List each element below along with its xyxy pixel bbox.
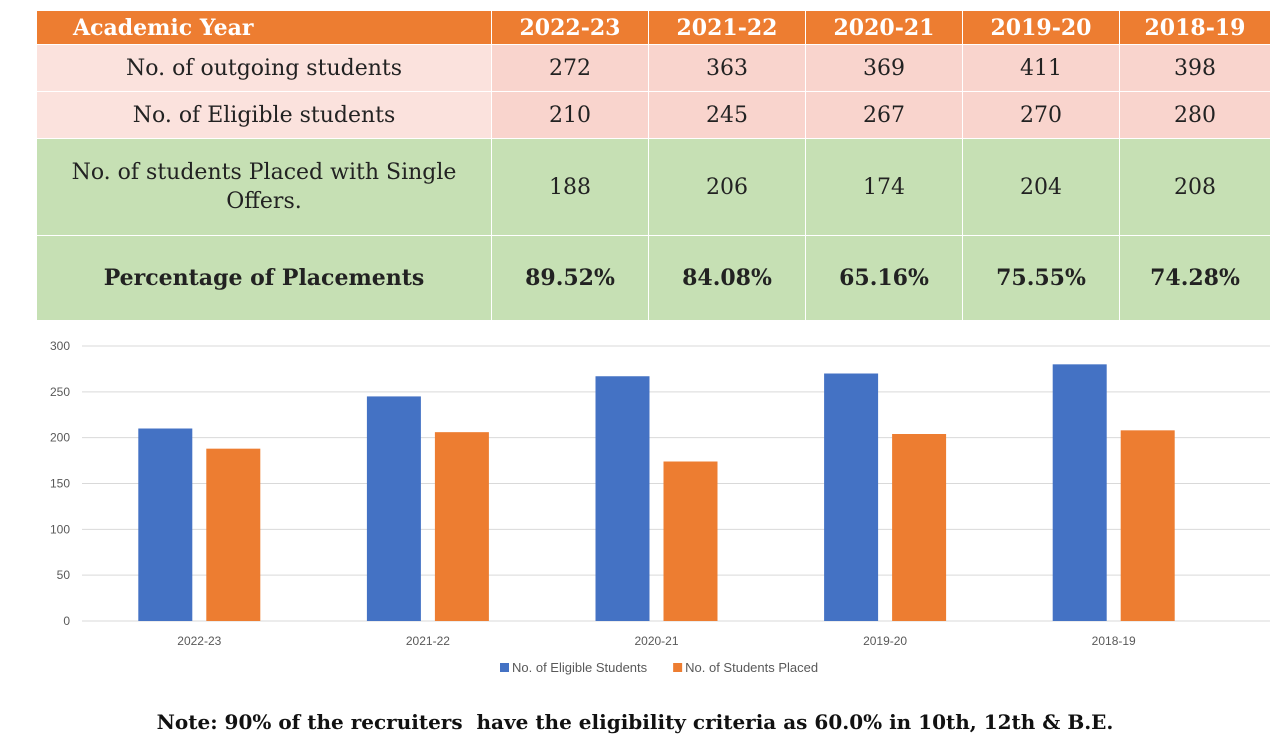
table-cell: 272 [491, 44, 649, 92]
bar-placed [892, 434, 947, 621]
row-label: No. of outgoing students [36, 44, 492, 92]
table-cell: 398 [1119, 44, 1270, 92]
bar-chart: 0 50 100 150 200 250 300 2022-23 2021-22 2020-21 2… [50, 339, 1270, 675]
legend-swatch [673, 663, 683, 672]
table-cell: 89.52% [491, 235, 649, 321]
x-tick-label: 2020-21 [634, 634, 678, 648]
legend-label: No. of Students Placed [685, 660, 818, 675]
table-cell: 210 [491, 91, 649, 139]
table-header-row: Academic Year 2022-23 2021-22 2020-21 20… [36, 10, 1270, 45]
y-tick-label: 100 [50, 522, 70, 536]
legend-swatch [500, 663, 509, 672]
header-year: 2019-20 [962, 10, 1120, 45]
x-tick-label: 2018-19 [1092, 634, 1136, 648]
row-label: Percentage of Placements [36, 235, 492, 321]
table-cell: 267 [805, 91, 963, 139]
bar-placed [1120, 430, 1175, 621]
x-tick-label: 2022-23 [177, 634, 221, 648]
bar-eligible [595, 376, 650, 621]
table-cell: 411 [962, 44, 1120, 92]
eligibility-note: Note: 90% of the recruiters have the eli… [156, 710, 1114, 734]
bar-placed [663, 461, 718, 621]
y-tick-label: 50 [57, 568, 71, 582]
x-tick-label: 2019-20 [863, 634, 907, 648]
bar-eligible [366, 396, 421, 621]
table-cell: 245 [648, 91, 806, 139]
bar-placed [434, 432, 489, 621]
row-label-line: No. of students Placed with Single [71, 160, 457, 185]
header-year: 2018-19 [1119, 10, 1270, 45]
table-cell: 206 [648, 138, 806, 236]
y-tick-label: 300 [50, 339, 70, 353]
table-cell: 208 [1119, 138, 1270, 236]
table-row-placed: No. of students Placed with Single Offer… [36, 138, 1270, 236]
bar-placed [206, 448, 261, 621]
legend-label: No. of Eligible Students [512, 660, 648, 675]
header-year: 2021-22 [648, 10, 806, 45]
header-academic-year: Academic Year [36, 10, 492, 45]
header-year: 2020-21 [805, 10, 963, 45]
y-tick-label: 250 [50, 385, 70, 399]
row-label: No. of students Placed with Single Offer… [36, 138, 492, 236]
table-cell: 369 [805, 44, 963, 92]
row-label: No. of Eligible students [36, 91, 492, 139]
table-cell: 75.55% [962, 235, 1120, 321]
table-cell: 280 [1119, 91, 1270, 139]
y-tick-label: 150 [50, 477, 70, 491]
row-label-line: Offers. [226, 189, 302, 214]
table-cell: 204 [962, 138, 1120, 236]
table-cell: 188 [491, 138, 649, 236]
y-tick-label: 200 [50, 431, 70, 445]
table-row-outgoing: No. of outgoing students 272 363 369 411… [36, 44, 1270, 92]
table-row-eligible: No. of Eligible students 210 245 267 270… [36, 91, 1270, 139]
bar-eligible [1052, 364, 1107, 621]
table-cell: 174 [805, 138, 963, 236]
x-tick-label: 2021-22 [406, 634, 450, 648]
table-cell: 74.28% [1119, 235, 1270, 321]
y-tick-label: 0 [63, 614, 70, 628]
bar-eligible [824, 373, 879, 621]
table-row-percentage: Percentage of Placements 89.52% 84.08% 6… [36, 235, 1270, 321]
table-cell: 270 [962, 91, 1120, 139]
header-year: 2022-23 [491, 10, 649, 45]
bar-eligible [138, 428, 193, 621]
placement-stats-table: Academic Year 2022-23 2021-22 2020-21 20… [36, 10, 1270, 321]
table-cell: 65.16% [805, 235, 963, 321]
table-cell: 363 [648, 44, 806, 92]
table-cell: 84.08% [648, 235, 806, 321]
